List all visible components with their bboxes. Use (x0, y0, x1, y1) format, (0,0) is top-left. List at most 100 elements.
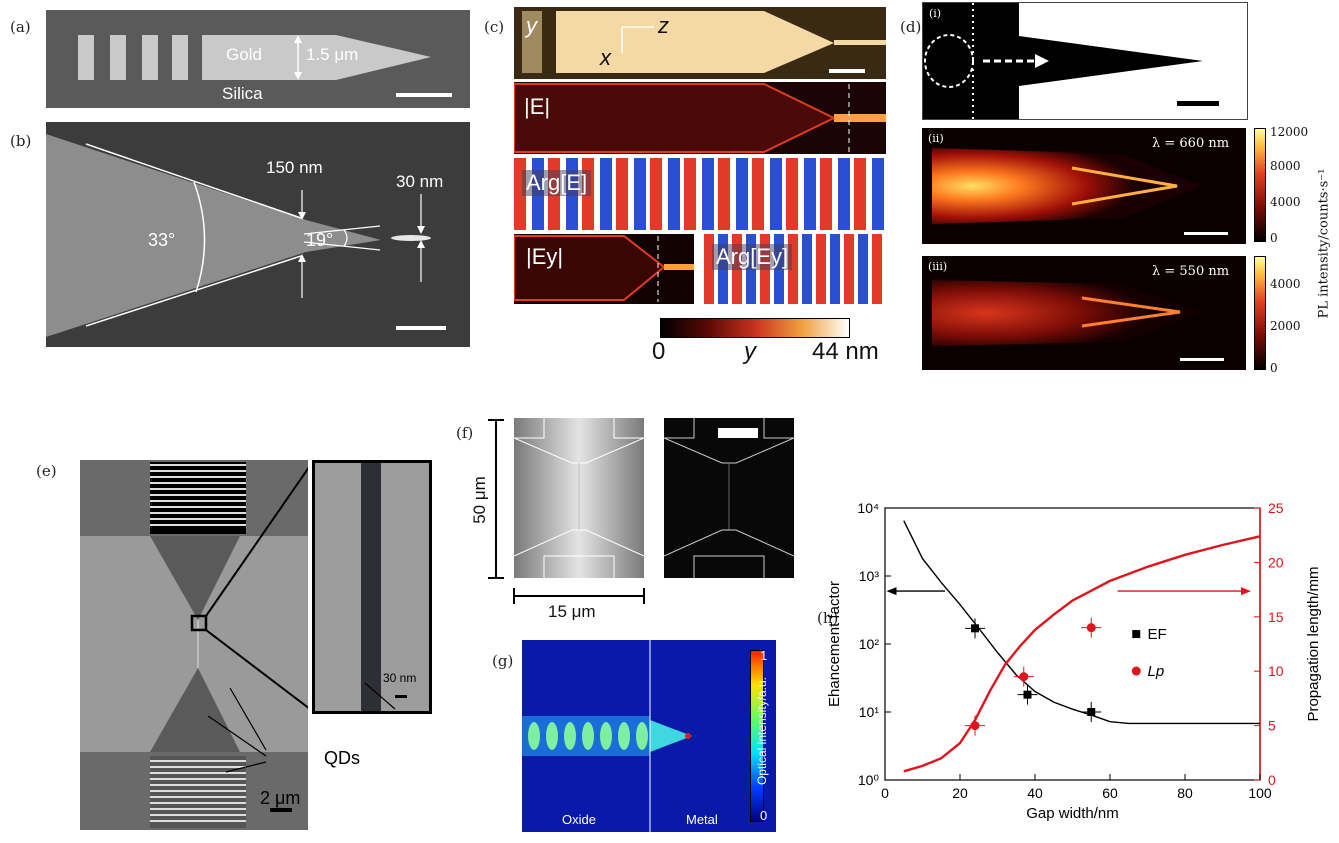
data-point-ef (971, 624, 979, 633)
d-cb1-tick: 4000 (1270, 195, 1301, 209)
g-colorbar-label: Optical intensity/a.u. (755, 676, 769, 786)
g-oxide-label: Oxide (562, 812, 596, 827)
e-gap-channel (361, 463, 381, 711)
data-point-ef (1087, 708, 1096, 716)
width-30-label: 30 nm (396, 172, 444, 191)
c-colorbar-max: 44 nm (812, 338, 879, 365)
c-y-label: y (526, 13, 537, 38)
d-ii-wavelength: λ = 660 nm (1152, 136, 1230, 151)
c-argEy-map: Arg[Ey] (704, 234, 886, 304)
y2-tick-label: 20 (1268, 554, 1284, 570)
legend-marker-lp (1131, 666, 1141, 676)
c-topo-map: y z x (514, 7, 886, 79)
y2-tick-label: 5 (1268, 718, 1276, 734)
f-left-map (513, 418, 645, 578)
d-iii-wavelength: λ = 550 nm (1152, 264, 1230, 279)
g-colorbar-max: 1 (760, 648, 768, 663)
panel-label-c: (c) (484, 18, 505, 36)
e-qds-label: QDs (324, 748, 360, 768)
d-i-image: (i) (922, 2, 1248, 120)
c-absEy-label: |Ey| (526, 244, 564, 269)
c-colorbar-min: 0 (652, 338, 666, 365)
c-argE-label: Arg[E] (522, 170, 592, 196)
c-colorbar (660, 318, 850, 338)
legend-marker-ef (1132, 630, 1141, 639)
d-cb2-tick: 0 (1270, 361, 1278, 375)
width-label: 1.5 μm (306, 45, 359, 64)
y-tick-label: 10² (859, 636, 880, 652)
c-argE-map: Arg[E] (514, 158, 886, 230)
d-ii-image: (ii) λ = 660 nm (922, 128, 1246, 244)
x-tick-label: 40 (1027, 785, 1043, 801)
d-cb1-tick: 8000 (1270, 159, 1301, 173)
y-tick-label: 10⁰ (858, 772, 880, 788)
panel-label-d: (d) (900, 18, 922, 36)
panel-label-b: (b) (10, 132, 32, 150)
y2-tick-label: 10 (1268, 663, 1284, 679)
c-colorbar-mid: y (744, 338, 756, 365)
chart-h: 0 20 40 60 80 100 10⁰ 10¹ 10² 10³ 10⁴ 0 5 10 15 20 25 Gap… (826, 500, 1322, 822)
data-point-ef (1023, 690, 1032, 699)
panel-label-f: (f) (456, 424, 474, 442)
e-scale-2um: 2 μm (260, 788, 301, 808)
e-zoom-inset: 30 nm (312, 460, 432, 714)
f-right-map (663, 418, 795, 578)
sem-image-a: Gold 1.5 μm Silica (46, 10, 470, 108)
panel-label-e: (e) (36, 462, 57, 480)
x-tick-label: 100 (1248, 785, 1272, 801)
series-line-lp (903, 535, 1261, 773)
data-point-lp (1086, 623, 1096, 633)
d-colorbar-ii (1254, 128, 1266, 242)
d-colorbar-iii (1254, 256, 1266, 370)
c-x-label: x (600, 45, 611, 70)
x-tick-label: 60 (1102, 785, 1118, 801)
y2-tick-label: 15 (1268, 609, 1284, 625)
data-point-lp (1019, 672, 1029, 682)
panel-label-h: (h) (817, 609, 839, 627)
f-horizontal-scale-label: 15 μm (548, 602, 596, 621)
y2-tick-label: 25 (1268, 500, 1284, 516)
gold-label: Gold (226, 45, 262, 64)
f-scale-bars (488, 419, 645, 604)
series-line-ef (903, 520, 1260, 725)
tip-drawing (46, 134, 446, 337)
g-field-map: 1 0 Optical intensity/a.u. Oxide Metal (522, 640, 776, 832)
legend-label-ef: EF (1148, 626, 1167, 643)
data-point-lp (970, 721, 980, 731)
d-cb2-tick: 4000 (1270, 277, 1301, 291)
angle-19-label: 19° (306, 230, 334, 250)
d-cb2-tick: 2000 (1270, 319, 1301, 333)
c-absE-map: |E| (513, 82, 886, 154)
c-absE-label: |E| (524, 94, 551, 119)
d-colorbar-label: PL intensity/counts·s⁻¹ (1316, 168, 1332, 319)
silica-label: Silica (222, 84, 263, 103)
y-tick-label: 10³ (859, 568, 880, 584)
legend-label-lp: Lp (1148, 663, 1165, 680)
d-cb1-tick: 0 (1270, 231, 1278, 245)
c-absEy-map: |Ey| (513, 234, 694, 304)
c-argEy-label: Arg[Ey] (712, 244, 793, 270)
c-z-label: z (658, 13, 669, 38)
gold-structure-drawing (78, 35, 452, 97)
x-tick-label: 80 (1177, 785, 1193, 801)
left-axis-arrowhead (886, 587, 897, 596)
sem-image-b: 150 nm 30 nm 33° 19° (46, 122, 470, 347)
angle-33-label: 33° (148, 230, 176, 250)
g-colorbar (750, 650, 764, 822)
d-iii-image: (iii) λ = 550 nm (922, 256, 1246, 370)
y2-tick-label: 0 (1268, 772, 1276, 788)
d-iii-label: (iii) (928, 260, 948, 273)
x-tick-label: 0 (881, 785, 889, 801)
y-axis-label: Ehancement factor (826, 581, 843, 707)
right-axis-arrowhead (1241, 587, 1251, 596)
d-cb1-tick: 12000 (1270, 125, 1309, 139)
width-150-label: 150 nm (266, 158, 323, 177)
panel-label-g: (g) (492, 652, 514, 670)
panel-label-a: (a) (10, 18, 31, 36)
y2-axis-label: Propagation length/mm (1305, 566, 1322, 721)
y-tick-label: 10⁴ (857, 500, 879, 516)
y-tick-label: 10¹ (859, 704, 880, 720)
x-axis-label: Gap width/nm (1026, 805, 1119, 822)
d-ii-label: (ii) (928, 132, 944, 145)
g-metal-label: Metal (686, 812, 718, 827)
